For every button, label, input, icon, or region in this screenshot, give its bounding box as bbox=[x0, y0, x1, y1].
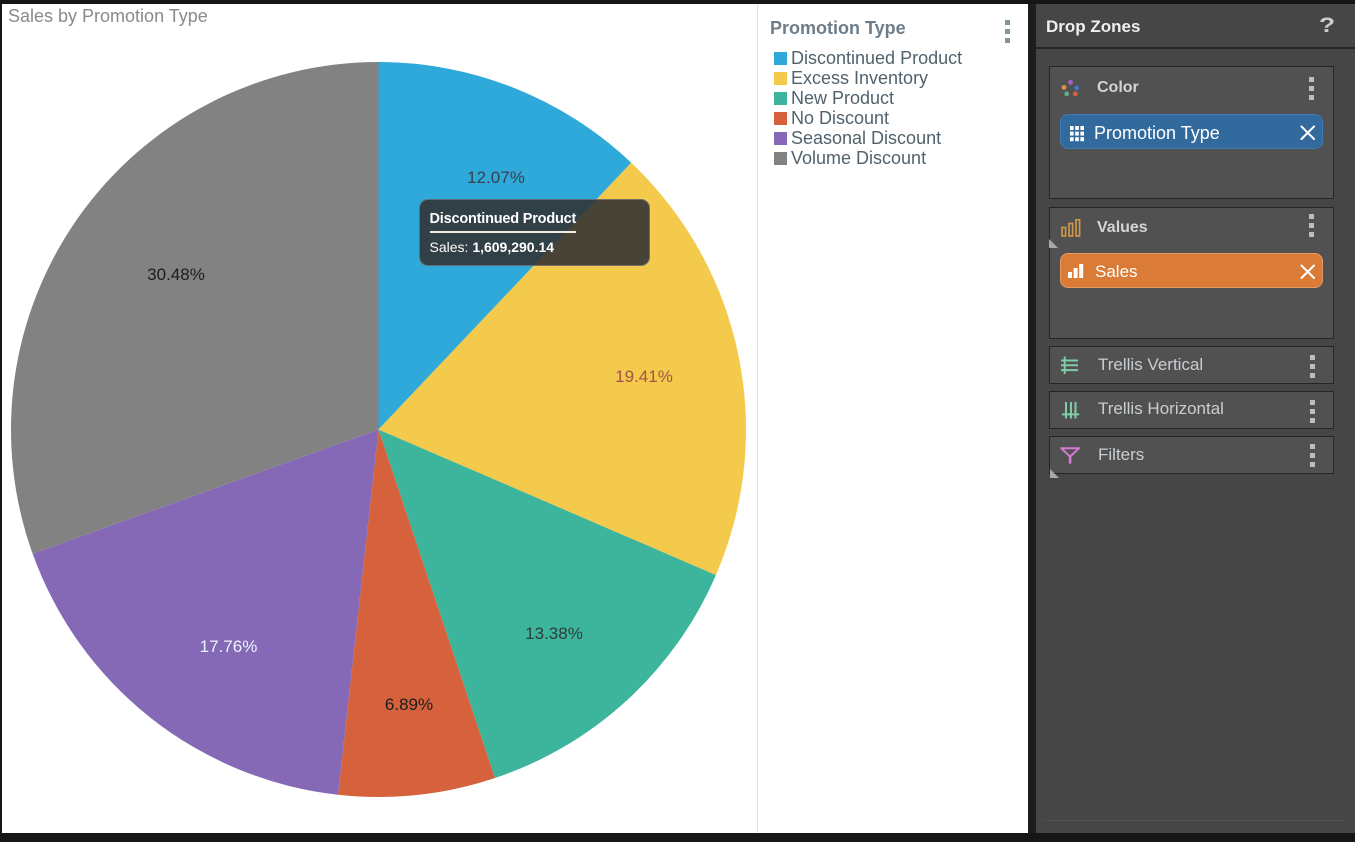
svg-text:30.48%: 30.48% bbox=[147, 265, 205, 284]
svg-text:12.07%: 12.07% bbox=[467, 168, 525, 187]
svg-text:19.41%: 19.41% bbox=[615, 367, 673, 386]
svg-text:6.89%: 6.89% bbox=[385, 695, 433, 714]
svg-text:17.76%: 17.76% bbox=[200, 637, 258, 656]
svg-text:13.38%: 13.38% bbox=[525, 624, 583, 643]
